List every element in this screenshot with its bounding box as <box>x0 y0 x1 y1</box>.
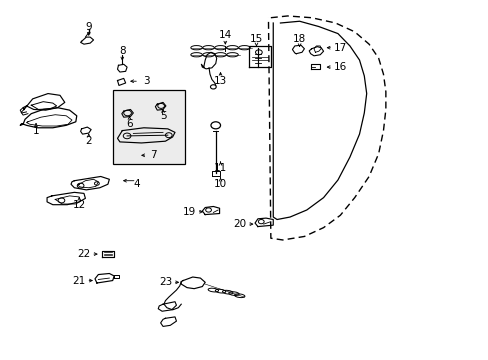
Text: 5: 5 <box>160 112 166 121</box>
Text: 2: 2 <box>85 136 92 146</box>
Text: 4: 4 <box>133 179 140 189</box>
Text: 14: 14 <box>218 30 231 40</box>
Text: 7: 7 <box>150 150 157 160</box>
Text: 21: 21 <box>72 275 85 285</box>
Bar <box>112 90 184 164</box>
Text: 16: 16 <box>333 62 346 72</box>
Text: 18: 18 <box>292 34 305 44</box>
Text: 23: 23 <box>159 277 172 287</box>
Text: 17: 17 <box>333 43 346 53</box>
Text: 8: 8 <box>119 46 125 56</box>
Text: 13: 13 <box>213 76 227 86</box>
Text: 15: 15 <box>249 34 263 44</box>
Text: 12: 12 <box>72 200 85 210</box>
Text: 10: 10 <box>214 179 226 189</box>
Text: 22: 22 <box>77 249 90 259</box>
Text: 11: 11 <box>213 163 227 173</box>
Text: 3: 3 <box>142 76 149 86</box>
Text: 1: 1 <box>33 126 39 136</box>
Text: 20: 20 <box>233 219 246 229</box>
Text: 19: 19 <box>183 207 196 217</box>
Text: 9: 9 <box>85 22 92 32</box>
Text: 6: 6 <box>126 118 133 129</box>
